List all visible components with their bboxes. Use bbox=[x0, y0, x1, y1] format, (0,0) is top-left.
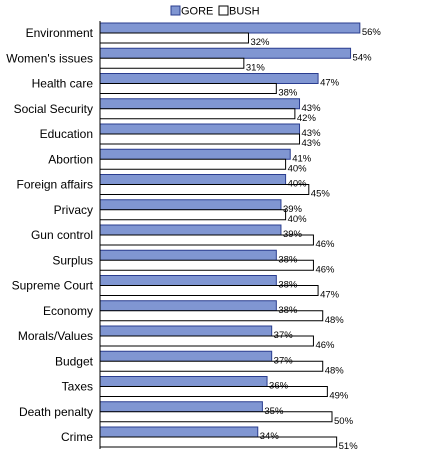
value-label-bush: 46% bbox=[315, 264, 335, 275]
bar-gore bbox=[99, 174, 287, 185]
category-label: Women's issues bbox=[6, 51, 93, 65]
bar-bush bbox=[99, 234, 314, 246]
value-label-gore: 37% bbox=[274, 330, 294, 341]
legend: GORE BUSH bbox=[170, 5, 260, 18]
value-label-bush: 49% bbox=[329, 391, 349, 402]
value-label-gore: 43% bbox=[302, 103, 322, 114]
category-label: Supreme Court bbox=[12, 279, 94, 293]
value-label-gore: 39% bbox=[283, 204, 303, 215]
value-label-bush: 51% bbox=[339, 441, 359, 449]
category-label: Taxes bbox=[62, 380, 93, 394]
bar-gore bbox=[99, 376, 268, 387]
category-label: Morals/Values bbox=[18, 329, 93, 343]
bar-bush bbox=[99, 83, 277, 94]
value-label-gore: 54% bbox=[353, 52, 373, 63]
legend-label-gore: GORE bbox=[181, 6, 213, 18]
bar-bush bbox=[99, 411, 333, 423]
bars bbox=[99, 22, 361, 448]
value-label-bush: 47% bbox=[320, 290, 340, 301]
value-label-gore: 43% bbox=[302, 128, 322, 139]
value-label-bush: 40% bbox=[288, 214, 308, 225]
value-label-bush: 42% bbox=[297, 113, 317, 124]
bar-bush bbox=[99, 209, 287, 221]
bar-gore bbox=[99, 249, 277, 261]
value-label-bush: 45% bbox=[311, 189, 331, 200]
bar-bush bbox=[99, 158, 287, 170]
category-label: Privacy bbox=[54, 203, 93, 217]
bar-bush bbox=[99, 108, 296, 120]
value-label-bush: 46% bbox=[315, 239, 335, 250]
value-label-gore: 38% bbox=[278, 280, 298, 291]
bar-gore bbox=[99, 199, 282, 211]
legend-label-bush: BUSH bbox=[229, 6, 260, 18]
value-label-bush: 50% bbox=[334, 416, 354, 427]
category-label: Surplus bbox=[52, 253, 93, 267]
value-label-gore: 37% bbox=[274, 355, 294, 366]
category-label: Death penalty bbox=[19, 405, 93, 419]
bar-gore bbox=[99, 98, 301, 110]
value-label-gore: 36% bbox=[269, 381, 289, 392]
bar-gore bbox=[99, 224, 282, 236]
category-label: Foreign affairs bbox=[17, 178, 93, 192]
value-label-gore: 47% bbox=[320, 78, 340, 89]
bar-gore bbox=[99, 401, 263, 413]
bar-bush bbox=[99, 184, 310, 195]
category-label: Abortion bbox=[48, 152, 93, 166]
bar-gore bbox=[99, 22, 361, 34]
value-label-gore: 39% bbox=[283, 229, 303, 240]
bar-gore bbox=[99, 148, 291, 160]
legend-swatch-gore bbox=[170, 5, 181, 16]
value-label-gore: 56% bbox=[362, 27, 382, 38]
category-label: Social Security bbox=[14, 102, 93, 116]
bar-gore bbox=[99, 123, 301, 135]
category-label: Budget bbox=[55, 354, 94, 368]
value-label-gore: 35% bbox=[264, 406, 284, 417]
category-label: Health care bbox=[32, 77, 94, 91]
value-label-bush: 40% bbox=[288, 163, 308, 174]
value-label-bush: 38% bbox=[278, 88, 298, 99]
bar-gore bbox=[99, 300, 277, 312]
bar-bush bbox=[99, 57, 245, 69]
value-label-bush: 43% bbox=[302, 138, 322, 149]
value-label-gore: 38% bbox=[278, 254, 298, 265]
bar-bush bbox=[99, 32, 249, 44]
category-label: Education bbox=[40, 127, 93, 141]
value-label-bush: 32% bbox=[250, 37, 270, 48]
bar-gore bbox=[99, 426, 259, 438]
category-labels: Environment Women's issues Health care Soci… bbox=[6, 26, 93, 444]
bar-bush bbox=[99, 436, 338, 448]
category-label: Economy bbox=[43, 304, 93, 318]
value-label-bush: 48% bbox=[325, 315, 345, 326]
category-label: Environment bbox=[26, 26, 94, 40]
bar-bush bbox=[99, 133, 301, 145]
value-label-gore: 40% bbox=[288, 179, 308, 190]
category-label: Gun control bbox=[31, 228, 93, 242]
bar-gore bbox=[99, 73, 319, 84]
bar-gore bbox=[99, 47, 352, 59]
value-label-bush: 31% bbox=[246, 62, 266, 73]
category-label: Crime bbox=[61, 430, 93, 444]
value-label-gore: 34% bbox=[260, 431, 280, 442]
legend-swatch-bush bbox=[218, 5, 229, 16]
bar-gore bbox=[99, 275, 277, 286]
value-label-bush: 46% bbox=[315, 340, 335, 351]
value-label-bush: 48% bbox=[325, 365, 345, 376]
value-label-gore: 41% bbox=[292, 153, 312, 164]
value-label-gore: 38% bbox=[278, 305, 298, 316]
bar-gore bbox=[99, 350, 273, 362]
bar-gore bbox=[99, 325, 273, 337]
bar-bush bbox=[99, 386, 328, 397]
value-labels: 56%32%54%31%47%38%43%42%43%43%41%40%40%4… bbox=[246, 27, 382, 449]
